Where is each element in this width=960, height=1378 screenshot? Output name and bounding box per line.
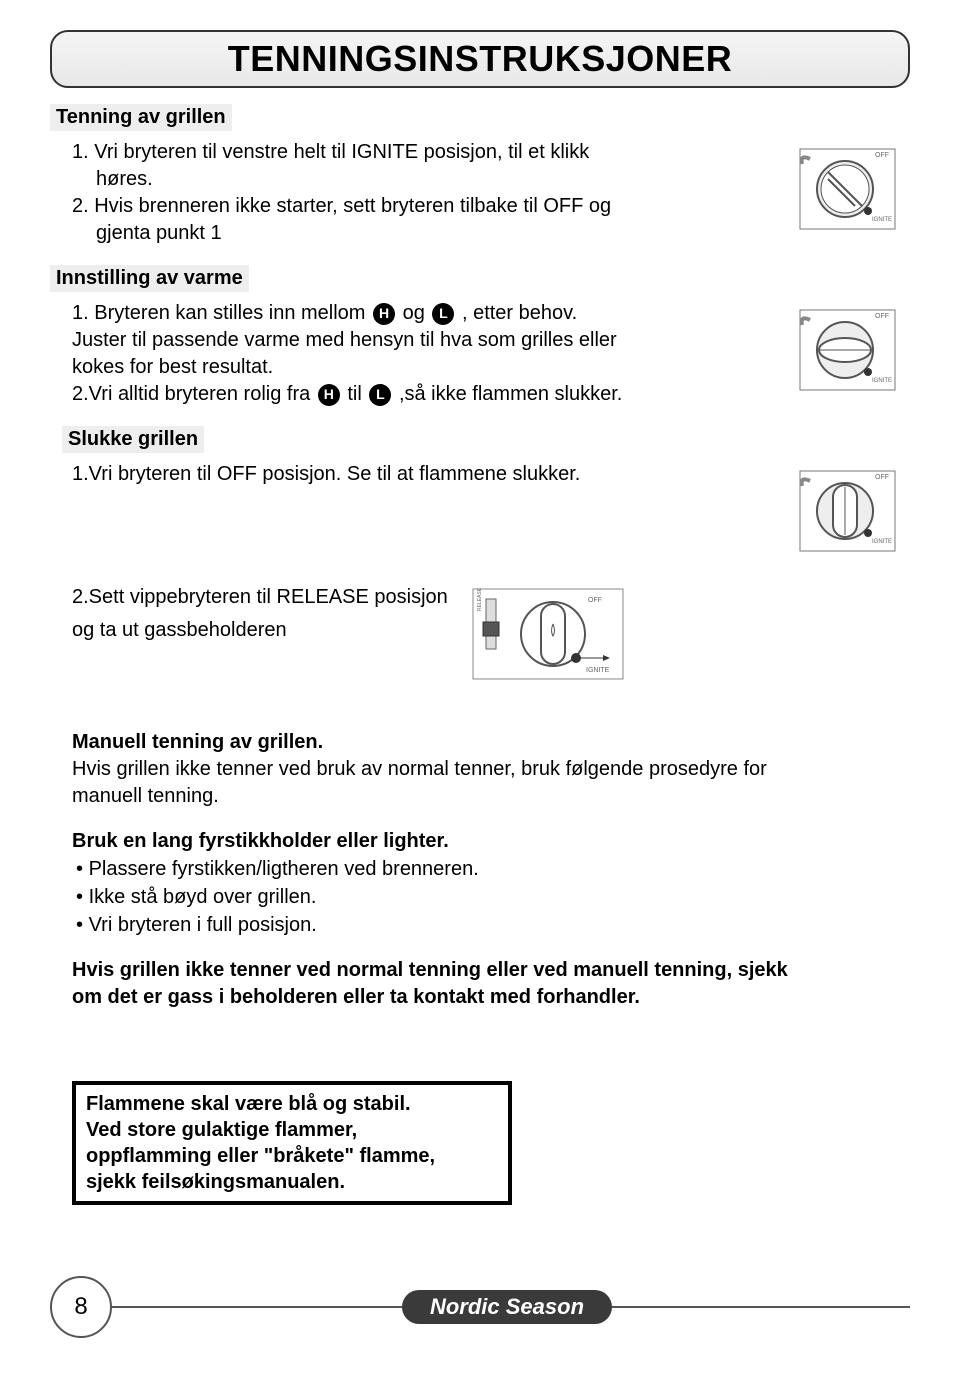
- svg-text:OFF: OFF: [875, 313, 889, 320]
- step-text-part: til: [347, 383, 367, 405]
- svg-text:RELEASE: RELEASE: [477, 587, 483, 611]
- page-footer: 8 Nordic Season: [50, 1276, 910, 1338]
- h-icon: H: [373, 303, 395, 325]
- title-box: TENNINGSINSTRUKSJONER: [50, 30, 910, 88]
- flame-line: sjekk feilsøkingsmanualen.: [86, 1169, 498, 1195]
- step-text: gjenta punkt 1: [72, 220, 760, 247]
- svg-text:OFF: OFF: [875, 474, 889, 481]
- dial-illustration-3: OFF IGNITE: [780, 461, 910, 566]
- l-icon: L: [369, 384, 391, 406]
- step-text: 2. Hvis brenneren ikke starter, sett bry…: [72, 193, 760, 220]
- step-text-part: , etter behov.: [462, 302, 577, 324]
- ignite-label: IGNITE: [872, 217, 892, 223]
- step-text: høres.: [72, 166, 760, 193]
- off-label: OFF: [875, 152, 889, 159]
- bullet-item: Vri bryteren i full posisjon.: [76, 911, 910, 939]
- step-text: Juster til passende varme med hensyn til…: [72, 327, 760, 354]
- step-text: kokes for best resultat.: [72, 354, 760, 381]
- flame-line: oppflamming eller "bråkete" flamme,: [86, 1143, 498, 1169]
- manual-fail-2: om det er gass i beholderen eller ta kon…: [72, 984, 910, 1011]
- manual-fail-1: Hvis grillen ikke tenner ved normal tenn…: [72, 957, 910, 984]
- step-text-part: 1. Bryteren kan stilles inn mellom: [72, 302, 371, 324]
- manual-body-2: manuell tenning.: [72, 783, 910, 810]
- h-icon: H: [318, 384, 340, 406]
- bullet-item: Ikke stå bøyd over grillen.: [76, 883, 910, 911]
- dial-illustration-1: OFF IGNITE: [780, 139, 910, 244]
- section-heading-tenning: Tenning av grillen: [50, 104, 232, 131]
- svg-text:IGNITE: IGNITE: [872, 378, 892, 384]
- tenning-step1: 1. Vri bryteren til venstre helt til IGN…: [72, 139, 760, 193]
- svg-text:IGNITE: IGNITE: [586, 667, 610, 674]
- innstilling-step2: 2.Vri alltid bryteren rolig fra H til L …: [72, 381, 760, 408]
- slukke-step1: 1.Vri bryteren til OFF posisjon. Se til …: [72, 461, 760, 488]
- step-text-part: og: [403, 302, 431, 324]
- page-title: TENNINGSINSTRUKSJONER: [72, 38, 888, 80]
- flame-line: Flammene skal være blå og stabil.: [86, 1091, 498, 1117]
- section-heading-slukke: Slukke grillen: [62, 426, 204, 453]
- manual-bullets: Plassere fyrstikken/ligtheren ved brenne…: [72, 855, 910, 939]
- flame-line: Ved store gulaktige flammer,: [86, 1117, 498, 1143]
- footer-line: Nordic Season: [104, 1306, 910, 1308]
- section-heading-innstilling: Innstilling av varme: [50, 265, 249, 292]
- manual-body-1: Hvis grillen ikke tenner ved bruk av nor…: [72, 756, 910, 783]
- svg-text:OFF: OFF: [588, 597, 602, 604]
- flame-warning-box: Flammene skal være blå og stabil. Ved st…: [72, 1081, 512, 1205]
- l-icon: L: [432, 303, 454, 325]
- step-text-part: 2.Vri alltid bryteren rolig fra: [72, 383, 316, 405]
- dial-illustration-2: OFF IGNITE: [780, 300, 910, 405]
- manual-heading: Manuell tenning av grillen.: [72, 729, 910, 756]
- tenning-step2: 2. Hvis brenneren ikke starter, sett bry…: [72, 193, 760, 247]
- step-text: 1. Vri bryteren til venstre helt til IGN…: [72, 139, 760, 166]
- slukke-step2-line2: og ta ut gassbeholderen: [72, 617, 448, 644]
- svg-text:IGNITE: IGNITE: [872, 539, 892, 545]
- step-text-part: ,så ikke flammen slukker.: [399, 383, 622, 405]
- release-illustration: RELEASE OFF IGNITE: [468, 584, 628, 689]
- manual-subheading: Bruk en lang fyrstikkholder eller lighte…: [72, 828, 910, 855]
- innstilling-step1: 1. Bryteren kan stilles inn mellom H og …: [72, 300, 760, 381]
- page-number: 8: [50, 1276, 112, 1338]
- slukke-step2-line1: 2.Sett vippebryteren til RELEASE posisjo…: [72, 584, 448, 611]
- brand-logo: Nordic Season: [402, 1290, 612, 1324]
- bullet-item: Plassere fyrstikken/ligtheren ved brenne…: [76, 855, 910, 883]
